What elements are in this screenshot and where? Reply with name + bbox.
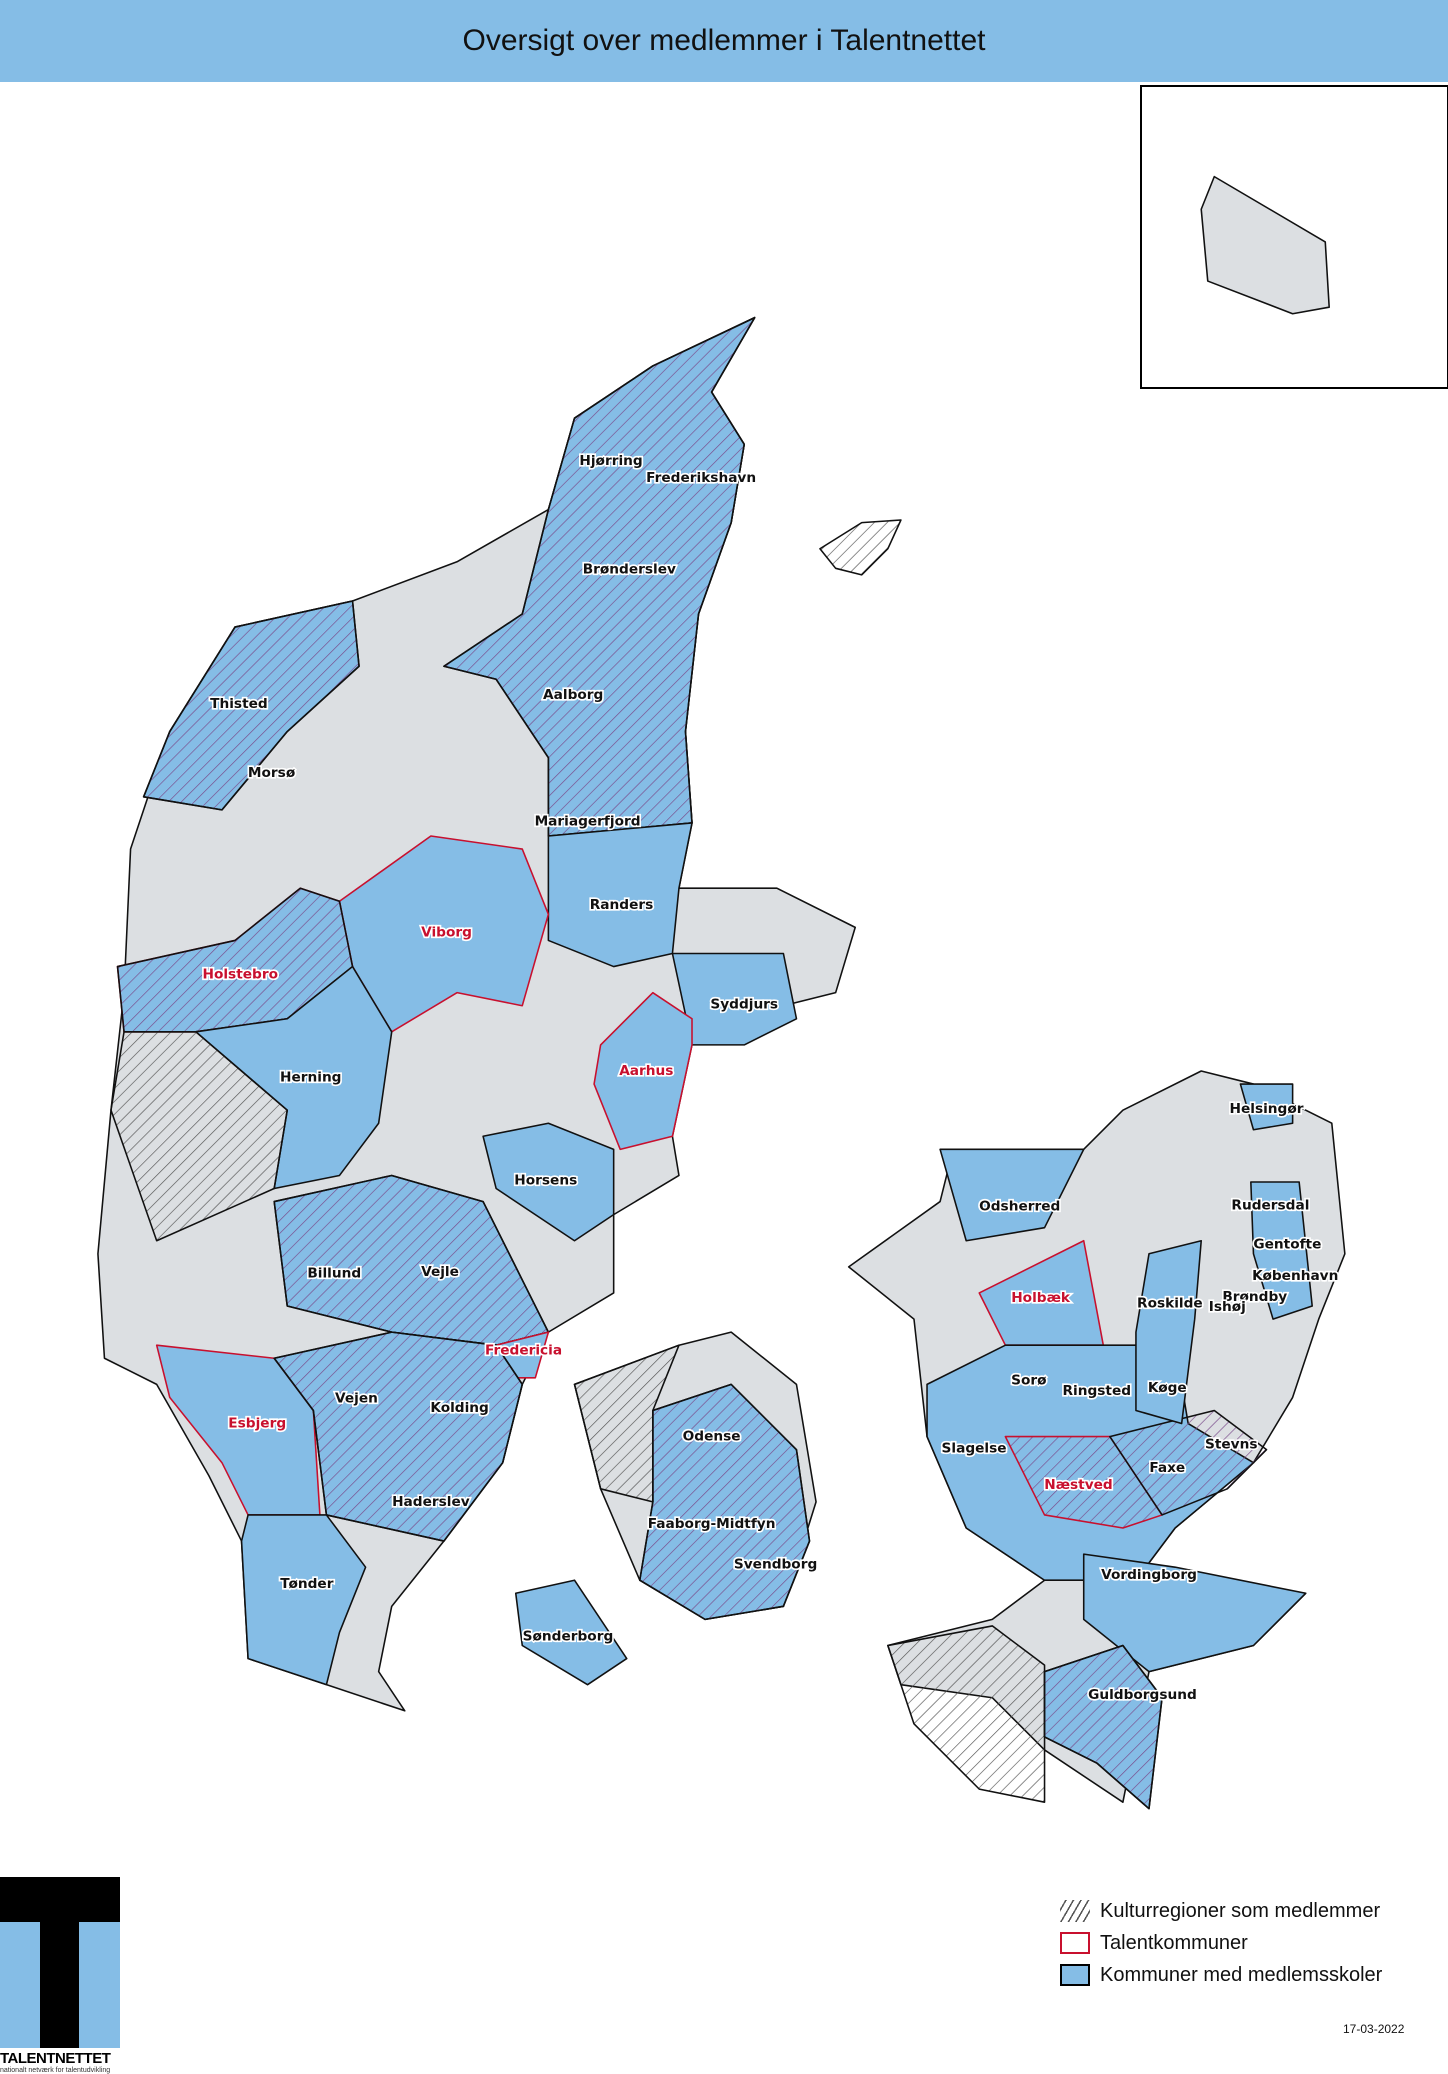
- map-date: 17-03-2022: [1343, 2022, 1405, 2036]
- hatch-funen: [639, 1383, 811, 1621]
- legend-label: Kulturregioner som medlemmer: [1100, 1899, 1381, 1922]
- label-vejle: Vejle: [421, 1264, 459, 1280]
- hatch-north: [443, 316, 756, 837]
- hatch-vejen: [273, 1331, 524, 1542]
- label-rudersdal: Rudersdal: [1231, 1197, 1309, 1213]
- label-billund: Billund: [307, 1265, 361, 1281]
- label-roskilde: Roskilde: [1137, 1295, 1203, 1311]
- label-frederikshavn: Frederikshavn: [646, 470, 756, 486]
- region-hatch-west-funen: [573, 1344, 680, 1503]
- label-holbaek: Holbæk: [1011, 1290, 1071, 1306]
- region-copenhagen-area: [1250, 1181, 1313, 1320]
- region-aarhus: [593, 991, 693, 1151]
- label-svendborg: Svendborg: [734, 1556, 817, 1572]
- label-randers: Randers: [590, 897, 654, 913]
- region-helsingor: [1239, 1083, 1294, 1131]
- bornholm: [1200, 175, 1330, 315]
- label-vordingborg: Vordingborg: [1101, 1567, 1197, 1583]
- blue-fill-swatch-icon: [1060, 1964, 1090, 1986]
- logo-tagline: nationalt netværk for talentudvikling: [0, 2067, 111, 2074]
- region-randers: [547, 822, 693, 968]
- label-vejen: Vejen: [335, 1391, 378, 1407]
- hatch-swatch-icon: [1060, 1900, 1090, 1922]
- lolland: [887, 1625, 1046, 1803]
- logo-stem: [40, 1922, 79, 2048]
- region-odsherred: [939, 1148, 1085, 1242]
- map-title: Oversigt over medlemmer i Talentnettet: [462, 24, 986, 57]
- legend-item-talentkommuner: Talentkommuner: [1060, 1927, 1382, 1959]
- map-legend: Kulturregioner som medlemmer Talentkommu…: [1060, 1895, 1382, 1991]
- label-stevns: Stevns: [1205, 1436, 1258, 1452]
- region-vordingborg: [1082, 1553, 1307, 1673]
- label-syddjurs: Syddjurs: [710, 996, 778, 1012]
- label-helsingor: Helsingør: [1230, 1101, 1304, 1117]
- label-soro: Sorø: [1011, 1372, 1046, 1388]
- label-kobenhavn: København: [1252, 1268, 1338, 1284]
- hatch-thisted: [142, 600, 360, 811]
- label-ishoj: Ishøj: [1209, 1299, 1246, 1315]
- region-sonderborg: [514, 1579, 628, 1686]
- label-bronderslev: Brønderslev: [583, 562, 676, 578]
- legend-item-kulturregioner: Kulturregioner som medlemmer: [1060, 1895, 1382, 1927]
- label-viborg: Viborg: [421, 925, 472, 941]
- region-stevns-faxe: [1109, 1409, 1268, 1516]
- label-aalborg: Aalborg: [543, 687, 603, 703]
- label-kolding: Kolding: [430, 1400, 489, 1416]
- legend-label: Kommuner med medlemsskoler: [1100, 1963, 1383, 1986]
- laeso: [819, 519, 902, 576]
- label-herning: Herning: [280, 1069, 341, 1085]
- label-koge: Køge: [1148, 1380, 1187, 1396]
- red-outline-swatch-icon: [1060, 1932, 1090, 1954]
- label-faxe: Faxe: [1149, 1460, 1185, 1476]
- label-morso: Morsø: [248, 765, 295, 781]
- municipality-labels: Hjørring Frederikshavn Brønderslev Thist…: [201, 452, 1340, 1705]
- label-holstebro: Holstebro: [203, 966, 278, 982]
- label-mariagerfjord: Mariagerfjord: [535, 814, 641, 830]
- label-ringsted: Ringsted: [1062, 1383, 1131, 1399]
- label-thisted: Thisted: [210, 696, 268, 712]
- region-tonder: [240, 1514, 367, 1686]
- label-naestved: Næstved: [1044, 1477, 1113, 1493]
- label-horsens: Horsens: [514, 1173, 577, 1189]
- region-roskilde-koge: [1135, 1239, 1203, 1425]
- label-esbjerg: Esbjerg: [228, 1415, 286, 1431]
- region-horsens: [482, 1122, 615, 1242]
- label-slagelse: Slagelse: [942, 1440, 1007, 1456]
- label-odsherred: Odsherred: [979, 1199, 1060, 1215]
- label-faaborg-midtfyn: Faaborg-Midtfyn: [648, 1516, 776, 1532]
- logo-body: [0, 1922, 120, 2048]
- logo-name: TALENTNETTET: [0, 2050, 111, 2067]
- legend-item-medlemsskoler: Kommuner med medlemsskoler: [1060, 1959, 1382, 1991]
- legend-label: Talentkommuner: [1100, 1931, 1248, 1954]
- label-haderslev: Haderslev: [392, 1494, 470, 1510]
- region-naestved: [1004, 1435, 1163, 1529]
- title-bar: Oversigt over medlemmer i Talentnettet: [0, 0, 1448, 82]
- hatch-guldborgsund: [1043, 1644, 1163, 1810]
- label-sonderborg: Sønderborg: [523, 1628, 614, 1644]
- logo-bar: [0, 1877, 120, 1922]
- label-aarhus: Aarhus: [619, 1063, 673, 1079]
- region-hatch-west-jutland: [110, 1031, 289, 1242]
- label-guldborgsund: Guldborgsund: [1088, 1687, 1197, 1703]
- label-brondby: Brøndby: [1222, 1289, 1287, 1305]
- label-tonder: Tønder: [280, 1576, 334, 1592]
- label-hjorring: Hjørring: [579, 453, 642, 469]
- label-odense: Odense: [683, 1429, 741, 1445]
- label-fredericia: Fredericia: [485, 1342, 562, 1358]
- label-gentofte: Gentofte: [1253, 1237, 1321, 1253]
- talentnettet-logo: TALENTNETTET nationalt netværk for talen…: [0, 1877, 120, 2074]
